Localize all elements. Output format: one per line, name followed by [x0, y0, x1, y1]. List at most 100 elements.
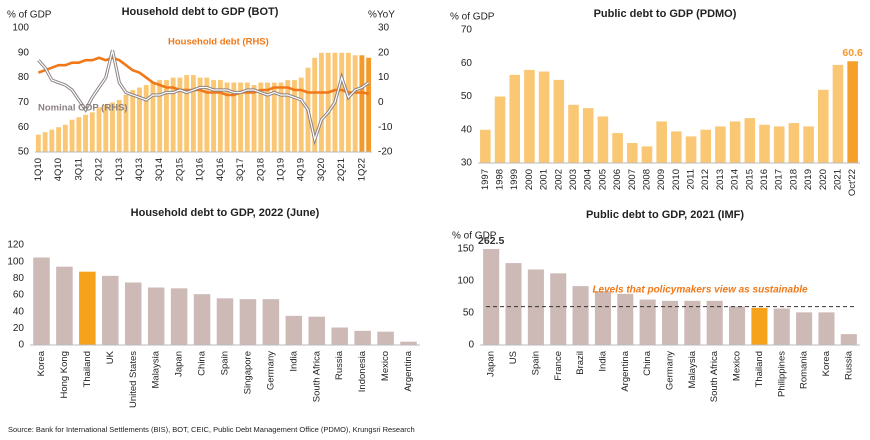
annotation: Levels that policymakers view as sustain…	[592, 285, 808, 296]
bar	[847, 61, 858, 163]
x-tick-label: 2002	[553, 169, 564, 190]
bar	[744, 118, 756, 163]
bar	[773, 308, 790, 345]
bar	[89, 112, 95, 152]
bar	[96, 107, 102, 152]
x-tick-label: Japan	[486, 351, 497, 377]
bar	[147, 287, 165, 345]
x-tick-label: Spain	[530, 351, 541, 375]
x-tick-label: 3Q20	[316, 158, 327, 181]
x-tick-label: 2Q15	[174, 158, 185, 181]
y-tick-label: 30	[461, 158, 473, 169]
bar	[251, 85, 257, 152]
x-tick-label: 2005	[597, 169, 608, 190]
bar	[345, 52, 351, 152]
bar	[271, 82, 277, 152]
bar	[400, 341, 417, 345]
bar	[258, 82, 264, 152]
bar	[527, 269, 544, 345]
x-tick-label: 2Q21	[336, 158, 347, 181]
bar	[265, 82, 270, 152]
chart-title: Public debt to GDP, 2021 (IMF)	[586, 209, 744, 221]
bar	[102, 275, 119, 345]
y-tick-label: 0	[468, 340, 474, 351]
x-tick-label: Germany	[665, 351, 676, 390]
x-tick-label: Korea	[36, 350, 47, 376]
bar	[550, 273, 567, 345]
bar	[49, 129, 55, 152]
y-axis-label: % of GDP	[452, 231, 497, 242]
bar	[308, 316, 326, 345]
series-label: Nominal GDP (RHS)	[38, 103, 128, 114]
x-tick-label: 2020	[818, 169, 829, 190]
bar	[292, 80, 297, 152]
y-tick-label: 60	[461, 58, 473, 69]
x-tick-label: 2003	[568, 169, 579, 190]
bar	[76, 117, 82, 152]
bar	[137, 87, 142, 152]
x-tick-label: Russia	[334, 350, 345, 380]
x-tick-label: 2010	[671, 169, 682, 190]
y2-tick-label: 10	[378, 72, 390, 83]
y-tick-label: 80	[18, 72, 30, 83]
x-tick-label: Malaysia	[151, 350, 162, 388]
y-tick-label: 100	[7, 256, 24, 267]
bar	[671, 131, 682, 163]
x-tick-label: Singapore	[242, 351, 253, 394]
bar	[224, 82, 230, 152]
bar	[79, 271, 96, 345]
bar	[366, 57, 372, 152]
bar	[164, 80, 169, 152]
bar	[216, 298, 234, 345]
x-tick-label: Mexico	[732, 351, 743, 381]
bar	[700, 129, 712, 163]
x-tick-label: 2014	[730, 169, 741, 190]
x-tick-label: Malaysia	[687, 350, 698, 388]
bar	[62, 124, 68, 152]
bar	[352, 55, 358, 152]
bar	[285, 315, 303, 345]
bar	[298, 77, 304, 152]
bar	[759, 124, 770, 163]
y-tick-label: 90	[18, 47, 30, 58]
x-tick-label: 2017	[774, 169, 785, 190]
bar	[684, 300, 701, 345]
line	[37, 56, 369, 97]
bar	[204, 77, 210, 152]
y-tick-label: 80	[13, 273, 25, 284]
bar	[494, 96, 506, 163]
bar	[685, 136, 697, 163]
line-inner	[37, 50, 369, 142]
bar	[840, 334, 857, 345]
x-tick-label: Russia	[843, 350, 854, 380]
bar	[715, 126, 726, 163]
series-label: Household debt (RHS)	[168, 37, 269, 48]
x-tick-label: 1Q19	[276, 158, 287, 181]
bar	[377, 331, 394, 345]
bar	[788, 123, 800, 163]
bar	[123, 94, 129, 152]
bar	[656, 121, 667, 163]
bar	[751, 307, 768, 345]
bar	[190, 75, 196, 152]
bar	[706, 300, 723, 345]
x-tick-label: Germany	[265, 351, 276, 390]
y-tick-label: 60	[18, 122, 30, 133]
bars	[33, 257, 417, 345]
bar	[83, 114, 88, 152]
y-tick-label: 150	[457, 244, 474, 255]
bars	[480, 61, 858, 163]
value-label: 262.5	[478, 235, 504, 247]
x-tick-label: 2Q18	[255, 158, 266, 181]
y-tick-label: 100	[12, 23, 29, 34]
x-tick-label: Mexico	[380, 351, 391, 381]
y-tick-label: 50	[463, 308, 475, 319]
bar	[184, 75, 190, 152]
bars	[483, 249, 857, 345]
x-tick-label: Thailand	[82, 351, 93, 387]
bar	[262, 299, 280, 345]
y-tick-label: 40	[461, 124, 473, 135]
x-tick-label: Thailand	[754, 351, 765, 387]
chart-title: Household debt to GDP, 2022 (June)	[131, 207, 320, 219]
bar	[582, 108, 594, 163]
